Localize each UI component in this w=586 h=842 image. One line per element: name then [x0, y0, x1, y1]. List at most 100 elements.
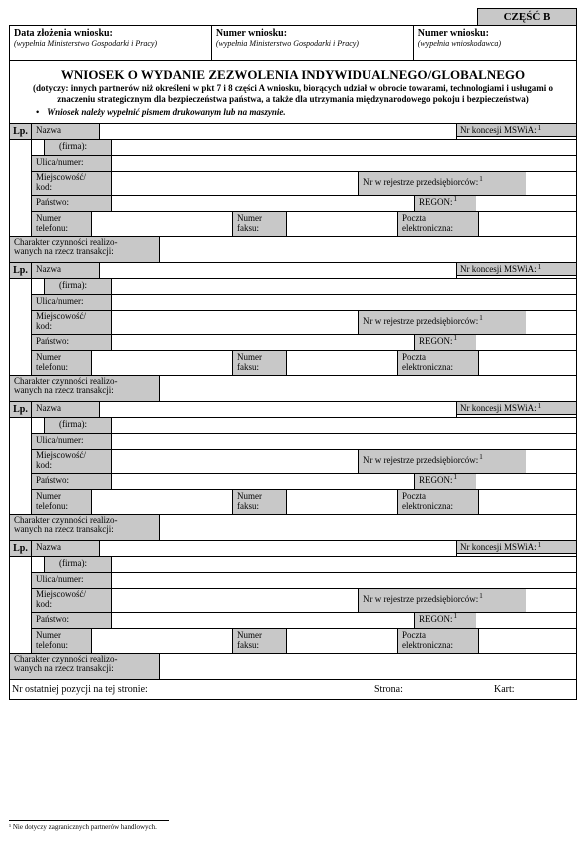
title-note: Wniosek należy wypełnić pismem drukowany… [18, 105, 568, 121]
partner-block: Lp. Nazwa Nr koncesji MSWiA:1 (firma): [10, 123, 576, 236]
value-ulica[interactable] [112, 295, 576, 310]
value-regon[interactable] [476, 196, 576, 211]
value-miejsc[interactable] [112, 311, 358, 334]
lp-label: Lp. [10, 402, 31, 418]
lp-body[interactable] [10, 418, 31, 514]
value-charakter[interactable] [160, 376, 576, 401]
value-nazwa[interactable] [100, 402, 456, 417]
value-miejsc[interactable] [112, 589, 358, 612]
value-miejsc[interactable] [112, 172, 358, 195]
value-faks[interactable] [287, 212, 397, 236]
value-nrkonc[interactable] [457, 276, 576, 278]
label-panstwo: Państwo: [32, 196, 112, 211]
value-ulica[interactable] [112, 434, 576, 449]
value-firma[interactable] [112, 418, 576, 433]
value-charakter[interactable] [160, 654, 576, 679]
label-nrrej: Nr w rejestrze przedsiębiorców:1 [358, 311, 526, 334]
row-charakter: Charakter czynności realizo- wanych na r… [10, 375, 576, 401]
firma-indent [32, 418, 44, 433]
value-ulica[interactable] [112, 156, 576, 171]
value-nrrej[interactable] [526, 589, 576, 612]
footnote: ¹ Nie dotyczy zagranicznych partnerów ha… [9, 820, 169, 831]
value-nrkonc[interactable] [457, 554, 576, 556]
value-charakter[interactable] [160, 515, 576, 540]
value-panstwo[interactable] [112, 613, 414, 628]
value-poczta[interactable] [479, 351, 576, 375]
content-column: Nazwa Nr koncesji MSWiA:1 (firma): Ulica… [32, 124, 576, 236]
row-nazwa: Nazwa Nr koncesji MSWiA:1 [32, 402, 576, 418]
value-poczta[interactable] [479, 629, 576, 653]
value-poczta[interactable] [479, 490, 576, 514]
label-nazwa: Nazwa [32, 541, 100, 556]
cell-nrkonc: Nr koncesji MSWiA:1 [456, 124, 576, 139]
value-regon[interactable] [476, 474, 576, 489]
blocks-container: Lp. Nazwa Nr koncesji MSWiA:1 (firma): [10, 123, 576, 679]
value-nrrej[interactable] [526, 172, 576, 195]
value-nrrej[interactable] [526, 311, 576, 334]
top-cell-num1: Numer wniosku: (wypełnia Ministerstwo Go… [212, 26, 414, 60]
value-tel[interactable] [92, 212, 232, 236]
value-charakter[interactable] [160, 237, 576, 262]
label-nazwa: Nazwa [32, 124, 100, 139]
value-nrkonc[interactable] [457, 137, 576, 139]
partner-block: Lp. Nazwa Nr koncesji MSWiA:1 (firma): [10, 401, 576, 514]
top-sub-2: (wypełnia Ministerstwo Gospodarki i Prac… [216, 39, 409, 48]
lp-column: Lp. [10, 263, 32, 375]
top-cell-date: Data złożenia wniosku: (wypełnia Ministe… [10, 26, 212, 60]
value-regon[interactable] [476, 335, 576, 350]
partner-block: Lp. Nazwa Nr koncesji MSWiA:1 (firma): [10, 540, 576, 653]
value-ulica[interactable] [112, 573, 576, 588]
row-firma: (firma): [32, 418, 576, 434]
part-b-label: CZĘŚĆ B [477, 8, 577, 25]
value-tel[interactable] [92, 351, 232, 375]
lp-body[interactable] [10, 140, 31, 236]
title-block: WNIOSEK O WYDANIE ZEZWOLENIA INDYWIDUALN… [10, 61, 576, 123]
row-contact: Numer telefonu: Numer faksu: Poczta elek… [32, 629, 576, 653]
value-nazwa[interactable] [100, 124, 456, 139]
label-charakter: Charakter czynności realizo- wanych na r… [10, 515, 160, 540]
value-panstwo[interactable] [112, 335, 414, 350]
footer-left: Nr ostatniej pozycji na tej stronie: [12, 684, 374, 695]
label-regon: REGON:1 [414, 613, 476, 628]
value-faks[interactable] [287, 351, 397, 375]
label-firma: (firma): [44, 279, 112, 294]
row-panstwo: Państwo: REGON:1 [32, 196, 576, 212]
label-panstwo: Państwo: [32, 613, 112, 628]
lp-body[interactable] [10, 279, 31, 375]
row-contact: Numer telefonu: Numer faksu: Poczta elek… [32, 212, 576, 236]
value-tel[interactable] [92, 490, 232, 514]
lp-body[interactable] [10, 557, 31, 653]
value-nazwa[interactable] [100, 263, 456, 278]
value-poczta[interactable] [479, 212, 576, 236]
value-panstwo[interactable] [112, 196, 414, 211]
label-miejsc: Miejscowość/ kod: [32, 450, 112, 473]
label-firma: (firma): [44, 418, 112, 433]
value-nrrej[interactable] [526, 450, 576, 473]
label-miejsc: Miejscowość/ kod: [32, 589, 112, 612]
value-faks[interactable] [287, 490, 397, 514]
row-charakter: Charakter czynności realizo- wanych na r… [10, 236, 576, 262]
value-tel[interactable] [92, 629, 232, 653]
top-label-3: Numer wniosku: [418, 28, 572, 39]
label-faks: Numer faksu: [232, 351, 287, 375]
value-regon[interactable] [476, 613, 576, 628]
value-nrkonc[interactable] [457, 415, 576, 417]
row-ulica: Ulica/numer: [32, 434, 576, 450]
firma-indent [32, 279, 44, 294]
value-firma[interactable] [112, 140, 576, 155]
row-miejsc: Miejscowość/ kod: Nr w rejestrze przedsi… [32, 311, 576, 335]
title-main: WNIOSEK O WYDANIE ZEZWOLENIA INDYWIDUALN… [18, 67, 568, 83]
value-panstwo[interactable] [112, 474, 414, 489]
value-nazwa[interactable] [100, 541, 456, 556]
top-row: Data złożenia wniosku: (wypełnia Ministe… [9, 25, 577, 61]
value-miejsc[interactable] [112, 450, 358, 473]
label-nrkonc: Nr koncesji MSWiA:1 [457, 124, 576, 137]
label-regon: REGON:1 [414, 196, 476, 211]
row-contact: Numer telefonu: Numer faksu: Poczta elek… [32, 490, 576, 514]
value-firma[interactable] [112, 279, 576, 294]
top-sub-1: (wypełnia Ministerstwo Gospodarki i Prac… [14, 39, 207, 48]
label-nazwa: Nazwa [32, 402, 100, 417]
row-ulica: Ulica/numer: [32, 295, 576, 311]
value-firma[interactable] [112, 557, 576, 572]
value-faks[interactable] [287, 629, 397, 653]
